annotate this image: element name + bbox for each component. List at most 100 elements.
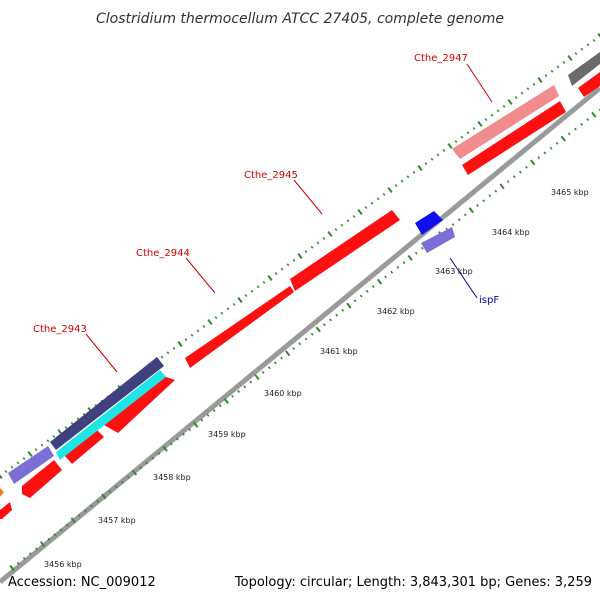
- minor-tick: [214, 316, 218, 320]
- minor-tick: [390, 270, 394, 274]
- minor-tick: [472, 126, 476, 130]
- gene-feature[interactable]: [185, 286, 294, 368]
- major-tick: [407, 254, 413, 261]
- minor-tick: [555, 141, 559, 145]
- minor-tick: [424, 162, 428, 166]
- gene-label-cthe-2947[interactable]: Cthe_2947: [414, 53, 468, 64]
- minor-tick: [232, 302, 236, 306]
- gene-feature[interactable]: [56, 370, 166, 460]
- minor-tick: [182, 433, 185, 436]
- minor-tick: [218, 404, 222, 408]
- gene-feature[interactable]: [104, 375, 175, 433]
- minor-tick: [169, 442, 173, 446]
- minor-tick: [53, 533, 57, 537]
- major-tick: [0, 474, 3, 479]
- minor-tick: [244, 294, 248, 298]
- minor-tick: [280, 356, 283, 360]
- minor-tick: [460, 135, 464, 139]
- leader-line-ispf: [449, 257, 478, 299]
- gene-label-cthe-2943[interactable]: Cthe_2943: [33, 324, 87, 335]
- minor-tick: [175, 437, 179, 441]
- minor-tick: [59, 528, 63, 532]
- gene-feature[interactable]: [22, 460, 62, 498]
- minor-tick: [139, 466, 143, 470]
- gene-feature[interactable]: [64, 429, 104, 464]
- minor-tick: [184, 338, 188, 342]
- gene-label-cthe-2944[interactable]: Cthe_2944: [136, 248, 190, 259]
- minor-tick: [114, 485, 118, 489]
- kbp-label: 3462 kbp: [377, 307, 415, 316]
- gene-feature[interactable]: [421, 227, 455, 253]
- minor-tick: [550, 69, 554, 73]
- gene-feature[interactable]: [452, 85, 559, 159]
- gene-feature[interactable]: [0, 502, 12, 519]
- minor-tick: [157, 452, 161, 455]
- major-tick: [597, 33, 600, 38]
- minor-tick: [250, 289, 254, 293]
- minor-tick: [514, 96, 518, 100]
- minor-tick: [365, 289, 369, 293]
- major-tick: [297, 253, 303, 259]
- minor-tick: [237, 390, 241, 393]
- minor-tick: [231, 394, 234, 398]
- minor-tick: [371, 285, 375, 288]
- minor-tick: [64, 426, 68, 430]
- gene-feature[interactable]: [8, 446, 54, 484]
- major-tick: [207, 319, 213, 325]
- minor-tick: [484, 118, 488, 122]
- kbp-label: 3464 kbp: [492, 228, 530, 237]
- minor-tick: [442, 148, 446, 152]
- minor-tick: [490, 113, 494, 117]
- major-tick: [560, 135, 566, 142]
- accession-text: Accession: NC_009012: [8, 575, 156, 590]
- major-tick: [477, 121, 483, 127]
- minor-tick: [166, 351, 170, 355]
- minor-tick: [457, 218, 461, 222]
- major-tick: [346, 302, 352, 309]
- minor-tick: [451, 223, 455, 226]
- gene-feature[interactable]: [568, 52, 600, 86]
- minor-tick: [364, 206, 368, 210]
- gene-feature[interactable]: [290, 210, 400, 291]
- major-tick: [376, 278, 383, 285]
- major-tick: [285, 350, 291, 357]
- gene-feature[interactable]: [462, 101, 566, 175]
- gene-feature[interactable]: [415, 211, 443, 235]
- gene-label-cthe-2945[interactable]: Cthe_2945: [244, 170, 298, 181]
- minor-tick: [310, 332, 314, 336]
- leader-line-cthe-2945: [293, 179, 323, 215]
- major-tick: [530, 159, 536, 166]
- minor-tick: [310, 245, 314, 249]
- minor-tick: [580, 47, 584, 51]
- gene-label-ispf[interactable]: ispF: [479, 295, 499, 306]
- gene-feature[interactable]: [50, 357, 164, 450]
- minor-tick: [494, 189, 498, 193]
- minor-tick: [394, 184, 398, 188]
- major-tick: [101, 493, 107, 500]
- minor-tick: [414, 251, 418, 255]
- minor-tick: [22, 557, 26, 560]
- minor-tick: [506, 180, 510, 183]
- minor-tick: [532, 82, 536, 86]
- gene-label-leaders: [85, 63, 493, 373]
- minor-tick: [580, 122, 584, 126]
- major-tick: [223, 398, 229, 405]
- gene-feature-orange[interactable]: [0, 488, 4, 497]
- major-tick: [327, 231, 333, 237]
- gene-feature[interactable]: [578, 72, 600, 97]
- minor-tick: [70, 421, 74, 425]
- minor-tick: [304, 337, 308, 341]
- minor-tick: [77, 514, 81, 517]
- tick-row-inner: [9, 108, 600, 572]
- minor-tick: [543, 151, 547, 155]
- minor-tick: [520, 91, 524, 95]
- minor-tick: [16, 461, 20, 465]
- minor-tick: [549, 146, 553, 150]
- major-tick: [177, 341, 183, 347]
- reverse-strand-genes: [0, 101, 566, 519]
- minor-tick: [220, 311, 224, 315]
- minor-tick: [196, 329, 200, 333]
- major-tick: [537, 77, 543, 83]
- major-tick: [417, 165, 423, 171]
